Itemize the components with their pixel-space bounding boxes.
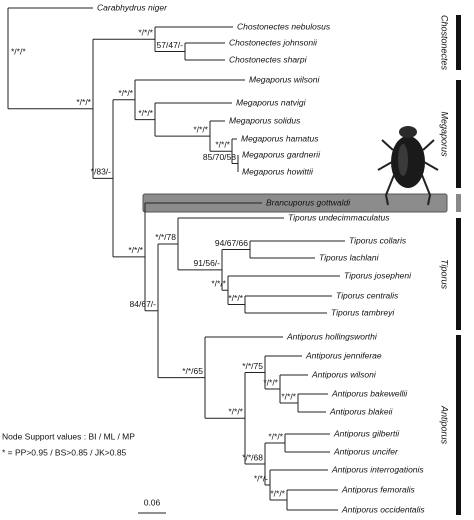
clade-label: Tiporus <box>440 259 450 289</box>
support-label: 85/70/58 <box>203 152 236 162</box>
taxon-label: Antiporus interrogationis <box>331 464 424 474</box>
support-label: */*/* <box>128 245 143 255</box>
taxon-label: Antiporus blakeii <box>329 406 393 416</box>
clade-bar <box>456 194 461 212</box>
taxon-label: Megaporus natvigi <box>236 97 307 107</box>
legend-line: Node Support values : BI / ML / MP <box>2 431 135 441</box>
taxon-label: Megaporus solidus <box>229 115 301 125</box>
taxon-label: Megaporus howittii <box>242 166 314 176</box>
clade-bar <box>456 218 461 330</box>
support-label: */*/* <box>193 124 208 134</box>
taxon-label: Tiporus tambreyi <box>331 307 395 317</box>
support-label: */*/65 <box>182 366 203 376</box>
support-label: */*/78 <box>155 232 176 242</box>
taxon-label: Carabhydrus niger <box>97 2 168 12</box>
support-label: 84/67/- <box>130 299 157 309</box>
taxon-label: Megaporus hamatus <box>241 133 319 143</box>
support-label: */*/* <box>263 377 278 387</box>
taxon-label: Antiporus hollingsworthi <box>286 331 378 341</box>
support-label: 94/67/66 <box>215 238 248 248</box>
taxon-label: Tiporus centralis <box>336 290 399 300</box>
scale-label: 0.06 <box>144 497 161 507</box>
taxon-label: Chostonectes sharpi <box>229 54 308 64</box>
support-label: */*/* <box>268 431 283 441</box>
support-label: */*/* <box>270 488 285 498</box>
highlight-box <box>142 193 448 213</box>
taxon-label: Antiporus occidentalis <box>341 504 425 514</box>
clade-bar <box>456 80 461 188</box>
clade-label: Chostonectes <box>440 15 450 71</box>
beetle-icon <box>377 126 439 206</box>
taxon-label: Megaporus gardnerii <box>242 149 321 159</box>
support-label: */*/* <box>215 140 230 150</box>
clade-bar <box>456 15 461 70</box>
support-label: 91/56/- <box>194 258 221 268</box>
support-label: */*/68 <box>242 452 263 462</box>
support-label: */83/- <box>91 167 111 177</box>
taxon-label: Antiporus gilbertii <box>333 428 400 438</box>
legend-line: * = PP>0.95 / BS>0.85 / JK>0.85 <box>2 447 127 457</box>
taxon-label: Tiporus collaris <box>349 235 407 245</box>
taxon-label: Antiporus bakewellii <box>331 388 408 398</box>
support-label: */*/* <box>138 108 153 118</box>
taxon-label: Antiporus jenniferae <box>305 350 382 360</box>
support-label: */*/* <box>76 97 91 107</box>
support-label: */*/* <box>228 407 243 417</box>
support-label: */*/- <box>254 473 268 483</box>
clade-label: Antiporus <box>440 405 450 445</box>
support-label: */*/* <box>228 293 243 303</box>
taxon-label: Antiporus uncifer <box>333 446 399 456</box>
support-label: */*/75 <box>242 361 263 371</box>
taxon-label: Chostonectes nebulosus <box>237 21 331 31</box>
support-label: */*/* <box>11 47 26 57</box>
taxon-label: Brancuporus gottwaldi <box>266 197 351 207</box>
taxon-label: Tiporus undecimmaculatus <box>288 212 390 222</box>
support-label: */*/* <box>211 279 226 289</box>
clade-bar <box>456 335 461 515</box>
clade-label: Megaporus <box>440 111 450 157</box>
support-label: */*/* <box>281 391 296 401</box>
support-label: */*/* <box>118 88 133 98</box>
taxon-label: Antiporus wilsoni <box>311 369 377 379</box>
taxon-label: Tiporus lachlani <box>319 252 380 262</box>
taxon-label: Chostonectes johnsonii <box>229 37 318 47</box>
taxon-label: Megaporus wilsoni <box>249 74 321 84</box>
taxon-label: Tiporus josepheni <box>344 270 412 280</box>
support-label: 57/47/- <box>157 40 184 50</box>
support-label: */*/* <box>138 28 153 38</box>
taxon-label: Antiporus femoralis <box>341 484 416 494</box>
